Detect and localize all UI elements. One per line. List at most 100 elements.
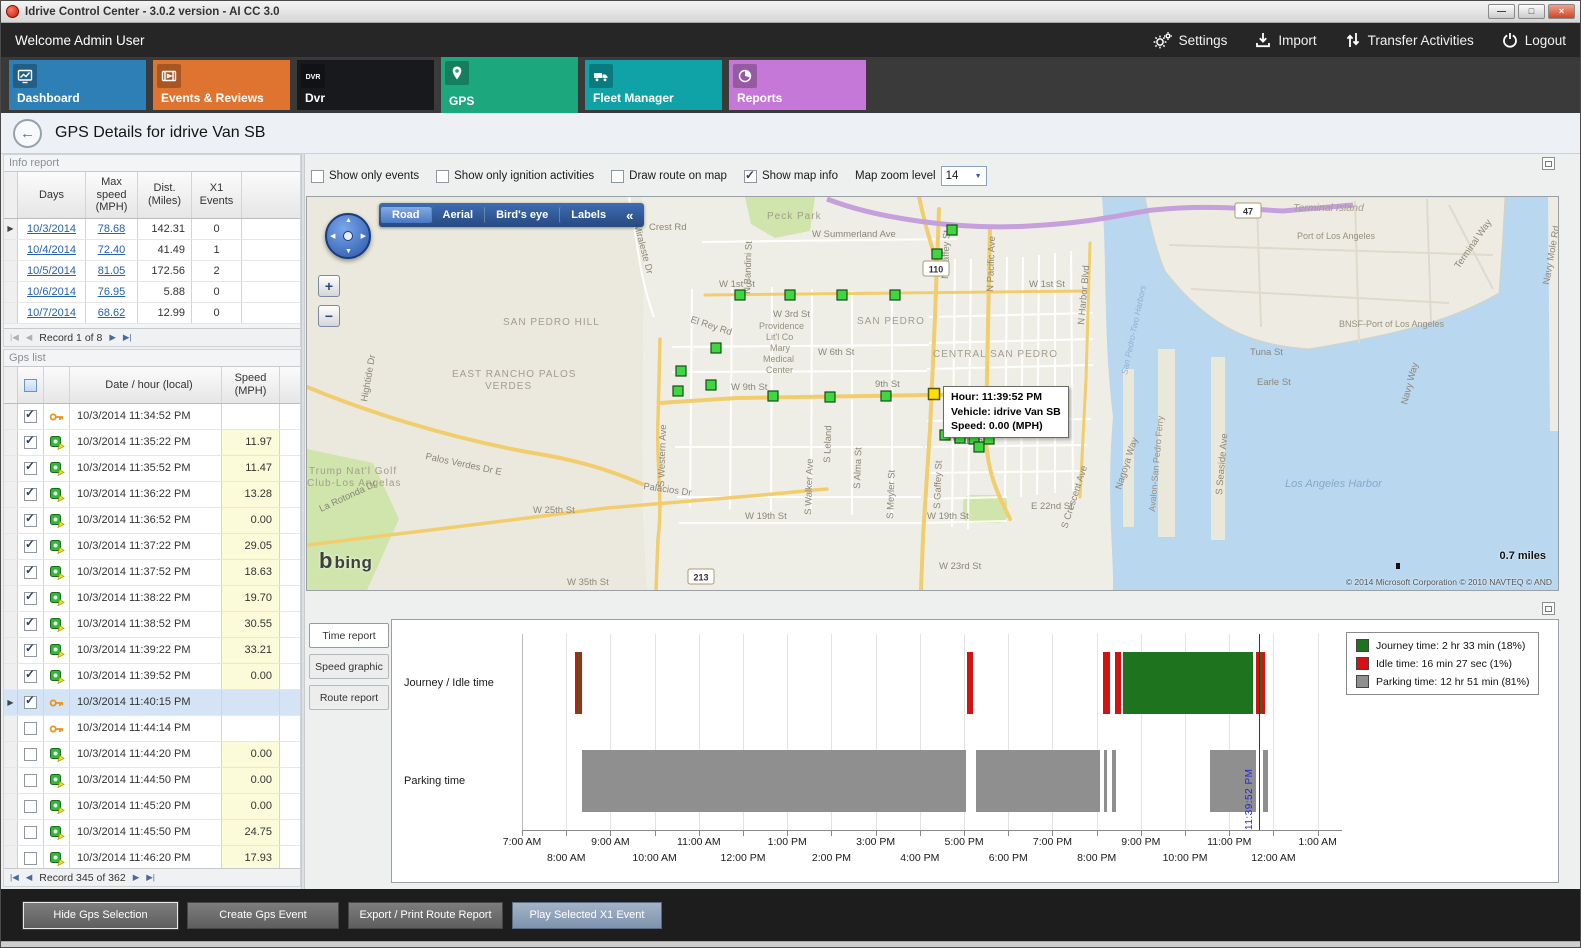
col-x1-events[interactable]: X1 Events bbox=[192, 172, 242, 218]
pager-first-button[interactable]: |◀ bbox=[10, 872, 19, 882]
hide-gps-selection-button[interactable]: Hide Gps Selection bbox=[22, 900, 179, 930]
maximize-button[interactable]: □ bbox=[1518, 4, 1545, 19]
gps-marker[interactable] bbox=[675, 365, 687, 377]
show-map-info-checkbox[interactable]: Show map info bbox=[743, 168, 838, 183]
table-row[interactable]: 10/4/2014 72.40 41.49 1 bbox=[4, 240, 300, 261]
list-item[interactable]: 10/3/2014 11:45:20 PM 0.00 bbox=[4, 794, 300, 820]
list-item[interactable]: 10/3/2014 11:44:20 PM 0.00 bbox=[4, 742, 300, 768]
close-button[interactable]: × bbox=[1548, 4, 1575, 19]
panel-splitter[interactable] bbox=[301, 154, 305, 889]
gps-marker[interactable] bbox=[946, 224, 958, 236]
day-link[interactable]: 10/6/2014 bbox=[27, 285, 76, 298]
chart-tab-route-report[interactable]: Route report bbox=[309, 685, 389, 710]
day-link[interactable]: 10/3/2014 bbox=[27, 222, 76, 235]
row-checkbox[interactable] bbox=[24, 800, 37, 813]
tab-dashboard[interactable]: Dashboard bbox=[9, 60, 146, 110]
map-view-labels[interactable]: Labels bbox=[559, 207, 617, 223]
play-selected-x1-event-button[interactable]: Play Selected X1 Event bbox=[512, 901, 662, 929]
list-item[interactable]: ▶ 10/3/2014 11:40:15 PM bbox=[4, 690, 300, 716]
tab-fleet-manager[interactable]: Fleet Manager bbox=[585, 60, 722, 110]
list-item[interactable]: 10/3/2014 11:45:50 PM 24.75 bbox=[4, 820, 300, 846]
day-link[interactable]: 10/7/2014 bbox=[27, 306, 76, 319]
chart-tab-speed-graphic[interactable]: Speed graphic bbox=[309, 654, 389, 679]
table-row[interactable]: 10/7/2014 68.62 12.99 0 bbox=[4, 303, 300, 324]
list-item[interactable]: 10/3/2014 11:39:52 PM0.00 bbox=[4, 664, 300, 690]
gps-marker[interactable] bbox=[824, 391, 836, 403]
pager-next-button[interactable]: ▶ bbox=[109, 332, 116, 342]
col-datetime[interactable]: Date / hour (local) bbox=[70, 367, 222, 403]
row-checkbox[interactable] bbox=[24, 434, 37, 449]
max-speed-link[interactable]: 76.95 bbox=[97, 285, 126, 298]
tab-dvr[interactable]: DVR Dvr bbox=[297, 60, 434, 110]
row-checkbox[interactable] bbox=[24, 774, 37, 787]
tab-reports[interactable]: Reports bbox=[729, 60, 866, 110]
row-checkbox[interactable] bbox=[24, 852, 37, 865]
map-view-road[interactable]: Road bbox=[381, 207, 431, 223]
minimize-button[interactable]: — bbox=[1488, 4, 1515, 19]
gps-marker[interactable] bbox=[767, 390, 779, 402]
tab-gps[interactable]: GPS bbox=[441, 57, 578, 113]
map-compass-control[interactable]: ▲ ▼ ◀ ▶ bbox=[325, 213, 371, 259]
list-item[interactable]: 10/3/2014 11:44:50 PM 0.00 bbox=[4, 768, 300, 794]
max-speed-link[interactable]: 81.05 bbox=[97, 264, 126, 277]
map-view-birdseye[interactable]: Bird's eye bbox=[484, 207, 559, 223]
row-checkbox[interactable] bbox=[24, 748, 37, 761]
row-checkbox[interactable] bbox=[24, 486, 37, 501]
collapse-map-panel-button[interactable] bbox=[1542, 157, 1555, 170]
col-dist[interactable]: Dist. (Miles) bbox=[138, 172, 192, 218]
table-row[interactable]: 10/6/2014 76.95 5.88 0 bbox=[4, 282, 300, 303]
table-row[interactable]: ▶ 10/3/2014 78.68 142.31 0 bbox=[4, 219, 300, 240]
gps-marker[interactable] bbox=[784, 289, 796, 301]
draw-route-checkbox[interactable]: Draw route on map bbox=[611, 169, 727, 183]
row-checkbox[interactable] bbox=[24, 512, 37, 527]
row-checkbox[interactable] bbox=[24, 616, 37, 631]
create-gps-event-button[interactable]: Create Gps Event bbox=[187, 901, 339, 929]
collapse-chart-panel-button[interactable] bbox=[1542, 602, 1555, 615]
logout-button[interactable]: Logout bbox=[1502, 32, 1566, 48]
export-print-route-report-button[interactable]: Export / Print Route Report bbox=[348, 901, 503, 929]
list-item[interactable]: 10/3/2014 11:36:52 PM0.00 bbox=[4, 508, 300, 534]
max-speed-link[interactable]: 78.68 bbox=[97, 222, 126, 235]
row-checkbox[interactable] bbox=[24, 408, 37, 423]
col-speed[interactable]: Speed (MPH) bbox=[222, 367, 280, 403]
back-button[interactable]: ← bbox=[13, 118, 42, 148]
gps-marker[interactable] bbox=[931, 248, 943, 260]
chart-tab-time-report[interactable]: Time report bbox=[309, 623, 389, 648]
max-speed-link[interactable]: 68.62 bbox=[97, 306, 126, 319]
pager-prev-button[interactable]: ◀ bbox=[25, 332, 33, 342]
map-zoom-out-button[interactable]: − bbox=[318, 305, 340, 327]
row-checkbox[interactable] bbox=[24, 668, 37, 683]
gps-marker[interactable] bbox=[710, 342, 722, 354]
pager-next-button[interactable]: ▶ bbox=[132, 872, 140, 882]
map-zoom-in-button[interactable]: + bbox=[318, 275, 340, 297]
pager-first-button[interactable]: |◀ bbox=[10, 332, 19, 342]
map-view-aerial[interactable]: Aerial bbox=[430, 207, 485, 223]
row-checkbox[interactable] bbox=[24, 564, 37, 579]
gps-marker[interactable] bbox=[734, 289, 746, 301]
select-all-checkbox[interactable] bbox=[18, 367, 44, 403]
row-checkbox[interactable] bbox=[24, 642, 37, 657]
max-speed-link[interactable]: 72.40 bbox=[97, 243, 126, 256]
selected-gps-marker[interactable] bbox=[927, 387, 941, 401]
list-item[interactable]: 10/3/2014 11:46:20 PM 17.93 bbox=[4, 846, 300, 870]
show-only-ignition-checkbox[interactable]: Show only ignition activities bbox=[436, 169, 594, 183]
gps-marker[interactable] bbox=[889, 289, 901, 301]
map-zoom-select[interactable]: 14 ▼ bbox=[940, 166, 987, 186]
bing-logo[interactable]: b bing bbox=[319, 548, 373, 573]
tab-events-reviews[interactable]: Events & Reviews bbox=[153, 60, 290, 110]
gps-marker[interactable] bbox=[705, 379, 717, 391]
row-checkbox[interactable] bbox=[24, 460, 37, 475]
row-checkbox[interactable] bbox=[24, 538, 37, 553]
gps-marker[interactable] bbox=[880, 390, 892, 402]
col-max-speed[interactable]: Max speed (MPH) bbox=[86, 172, 138, 218]
list-item[interactable]: 10/3/2014 11:44:14 PM bbox=[4, 716, 300, 742]
gps-marker[interactable] bbox=[672, 385, 684, 397]
